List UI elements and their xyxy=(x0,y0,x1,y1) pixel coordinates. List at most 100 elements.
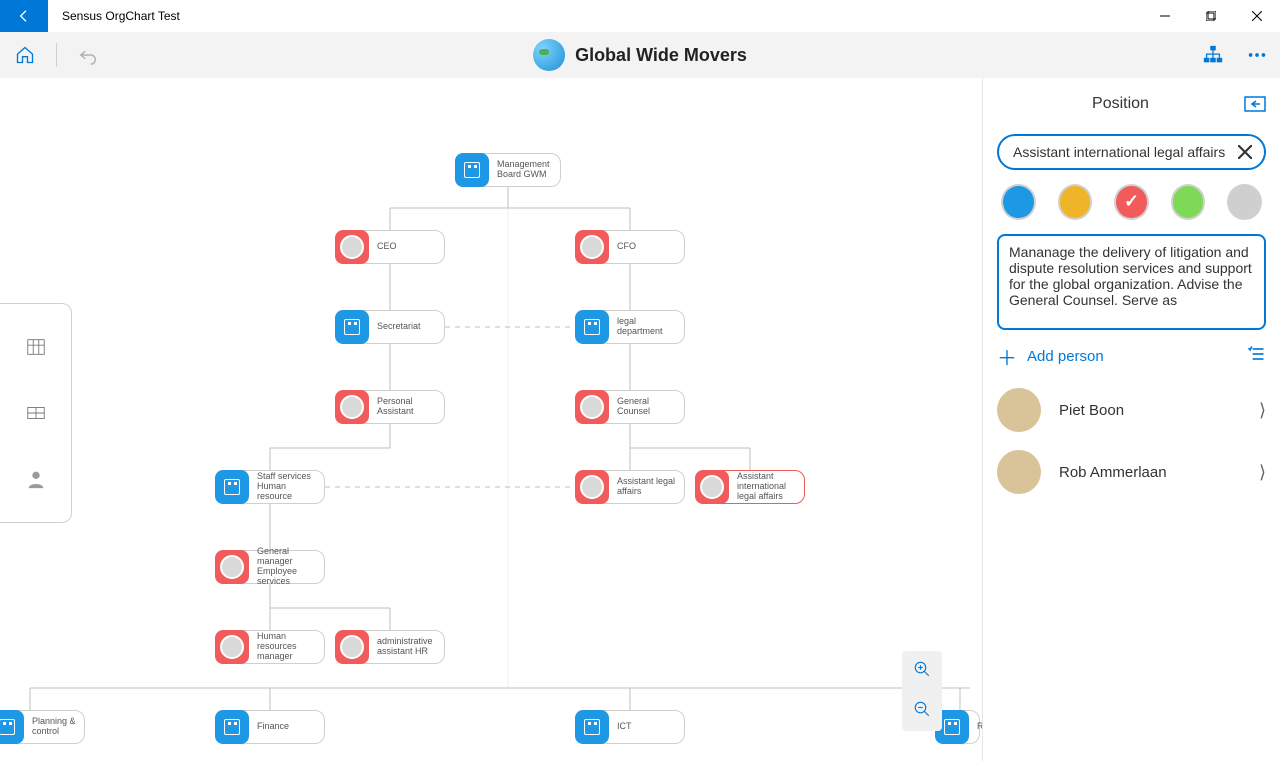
minimize-button[interactable] xyxy=(1142,0,1188,32)
add-person-button[interactable]: ＋ Add person xyxy=(997,342,1104,371)
chevron-right-icon: ⟩ xyxy=(1259,462,1266,483)
org-node-label: Assistant legal affairs xyxy=(609,477,684,497)
org-node-label: CFO xyxy=(609,242,644,252)
color-option-0[interactable] xyxy=(1001,184,1036,220)
orgchart-canvas[interactable]: Management Board GWM CEO CFO Secretariat leg… xyxy=(0,78,982,761)
position-description[interactable]: Mananage the delivery of litigation and … xyxy=(997,234,1266,330)
org-node-gc[interactable]: General Counsel xyxy=(575,390,685,424)
org-node-legal[interactable]: legal department xyxy=(575,310,685,344)
avatar-icon xyxy=(215,550,249,584)
org-node-hrm[interactable]: Human resources manager xyxy=(215,630,325,664)
ellipsis-icon xyxy=(1246,44,1268,66)
org-node-label: Assistant international legal affairs xyxy=(729,472,804,502)
org-node-label: Human resources manager xyxy=(249,632,324,662)
position-name-field[interactable] xyxy=(997,134,1266,170)
org-node-mgmt[interactable]: Management Board GWM xyxy=(455,153,561,187)
toolbar-divider xyxy=(56,43,57,67)
org-node-label: General manager Employee services xyxy=(249,547,324,587)
arrow-left-icon xyxy=(16,8,32,24)
maximize-button[interactable] xyxy=(1188,0,1234,32)
building-icon xyxy=(575,310,609,344)
org-node-label: Management Board GWM xyxy=(489,160,560,180)
avatar-icon xyxy=(575,470,609,504)
org-node-ict[interactable]: ICT xyxy=(575,710,685,744)
org-node-label: legal department xyxy=(609,317,684,337)
org-node-ceo[interactable]: CEO xyxy=(335,230,445,264)
org-node-gmes[interactable]: General manager Employee services xyxy=(215,550,325,584)
org-node-label: Staff services Human resource xyxy=(249,472,324,502)
building-icon xyxy=(215,470,249,504)
org-node-ala[interactable]: Assistant legal affairs xyxy=(575,470,685,504)
plus-icon: ＋ xyxy=(997,342,1017,371)
back-button[interactable] xyxy=(0,0,48,32)
panel-title: Position xyxy=(997,95,1244,113)
tool-grid[interactable] xyxy=(16,393,56,433)
org-node-label: General Counsel xyxy=(609,397,684,417)
list-icon xyxy=(1246,344,1266,364)
side-panel: Position Mananage the delivery of litiga… xyxy=(982,78,1280,761)
more-button[interactable] xyxy=(1242,40,1272,70)
org-node-staff[interactable]: Staff services Human resource xyxy=(215,470,325,504)
org-node-pc[interactable]: Planning & control xyxy=(0,710,85,744)
app-title: Sensus OrgChart Test xyxy=(62,9,180,23)
zoom-controls xyxy=(902,651,942,731)
tool-table[interactable] xyxy=(16,327,56,367)
avatar-icon xyxy=(335,230,369,264)
building-icon xyxy=(335,310,369,344)
person-name: Piet Boon xyxy=(1059,402,1241,419)
avatar-icon xyxy=(997,388,1041,432)
org-node-sec[interactable]: Secretariat xyxy=(335,310,445,344)
org-node-pa[interactable]: Personal Assistant xyxy=(335,390,445,424)
position-name-input[interactable] xyxy=(1013,144,1236,160)
home-icon xyxy=(15,45,35,65)
org-node-fin[interactable]: Finance xyxy=(215,710,325,744)
org-node-label: CEO xyxy=(369,242,405,252)
collapse-icon xyxy=(1244,96,1266,112)
chevron-right-icon: ⟩ xyxy=(1259,400,1266,421)
person-icon xyxy=(25,468,47,490)
org-node-label: Planning & control xyxy=(24,717,84,737)
avatar-icon xyxy=(695,470,729,504)
minimize-icon xyxy=(1160,11,1170,21)
home-button[interactable] xyxy=(8,38,42,72)
org-node-aila[interactable]: Assistant international legal affairs xyxy=(695,470,805,504)
avatar-icon xyxy=(335,390,369,424)
avatar-icon xyxy=(335,630,369,664)
orgchart-icon xyxy=(1202,44,1224,66)
color-option-4[interactable] xyxy=(1227,184,1262,220)
org-title: Global Wide Movers xyxy=(575,45,747,66)
color-option-1[interactable] xyxy=(1058,184,1093,220)
panel-collapse-button[interactable] xyxy=(1244,96,1266,112)
maximize-icon xyxy=(1206,11,1216,21)
toolbar: Global Wide Movers xyxy=(0,32,1280,78)
tool-person[interactable] xyxy=(16,459,56,499)
org-node-label: administrative assistant HR xyxy=(369,637,444,657)
building-icon xyxy=(455,153,489,187)
undo-button[interactable] xyxy=(71,38,105,72)
clear-input-button[interactable] xyxy=(1236,143,1254,161)
person-row[interactable]: Piet Boon ⟩ xyxy=(997,379,1266,441)
person-list-button[interactable] xyxy=(1246,344,1266,369)
building-icon xyxy=(215,710,249,744)
add-person-label: Add person xyxy=(1027,348,1104,365)
org-node-cfo[interactable]: CFO xyxy=(575,230,685,264)
zoom-in-button[interactable] xyxy=(913,660,931,683)
undo-icon xyxy=(77,44,99,66)
org-logo-icon xyxy=(533,39,565,71)
zoom-out-icon xyxy=(913,700,931,718)
close-icon xyxy=(1238,145,1252,159)
org-node-label: Finance xyxy=(249,722,297,732)
color-option-3[interactable] xyxy=(1171,184,1206,220)
left-toolbox xyxy=(0,303,72,523)
org-node-label: Personal Assistant xyxy=(369,397,444,417)
close-button[interactable] xyxy=(1234,0,1280,32)
avatar-icon xyxy=(575,230,609,264)
org-node-aahr[interactable]: administrative assistant HR xyxy=(335,630,445,664)
org-node-label: Secretariat xyxy=(369,322,429,332)
building-icon xyxy=(575,710,609,744)
orgchart-button[interactable] xyxy=(1198,40,1228,70)
color-option-2[interactable] xyxy=(1114,184,1149,220)
zoom-out-button[interactable] xyxy=(913,700,931,723)
person-row[interactable]: Rob Ammerlaan⟩ xyxy=(997,441,1266,503)
close-icon xyxy=(1252,11,1262,21)
